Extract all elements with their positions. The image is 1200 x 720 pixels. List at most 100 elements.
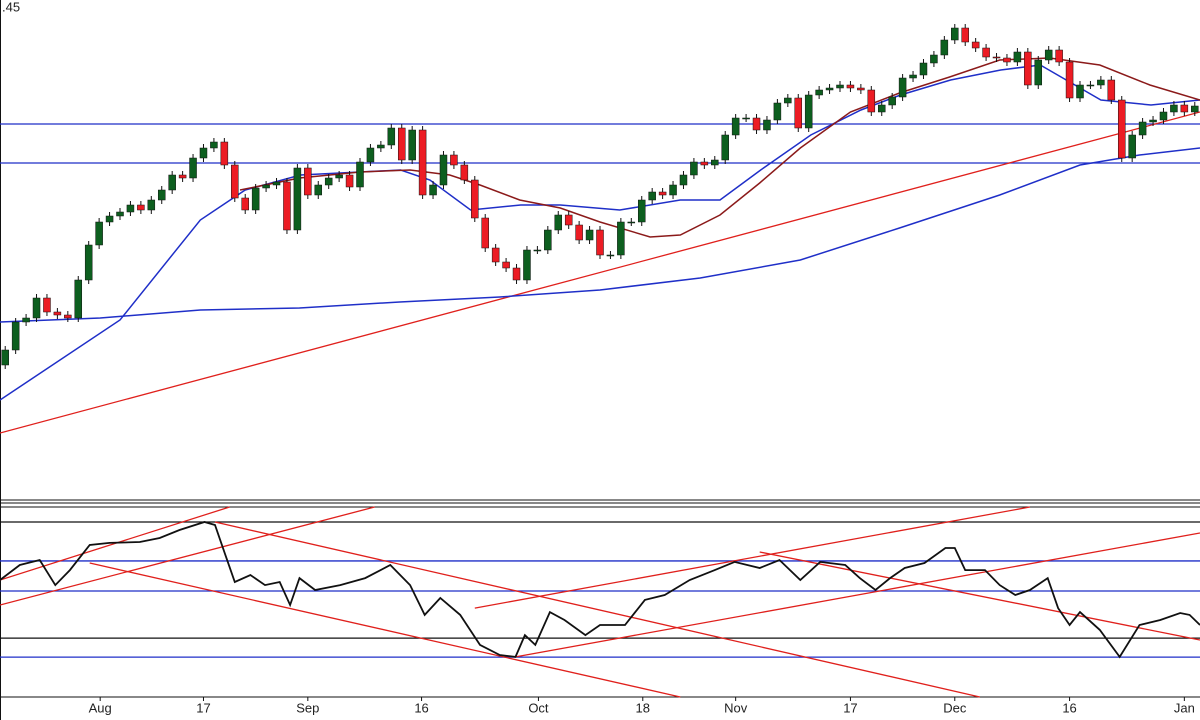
candle-body — [502, 261, 510, 269]
candle-body — [116, 211, 124, 217]
candle-body — [627, 221, 636, 224]
candle-body — [971, 41, 980, 49]
candle-body — [533, 249, 542, 252]
candle-body — [157, 189, 166, 201]
candle-body — [241, 197, 249, 211]
candle-body — [1149, 119, 1157, 123]
x-tick-label: 18 — [636, 700, 650, 715]
candle-body — [64, 314, 72, 319]
candle-body — [888, 96, 896, 106]
candle-body — [84, 244, 93, 281]
trend-line — [759, 551, 1200, 641]
candle-body — [1065, 61, 1074, 99]
candle-body — [1107, 79, 1116, 101]
candle-body — [512, 267, 521, 281]
candle-body — [147, 199, 156, 211]
candle-body — [1044, 49, 1053, 61]
candle-body — [22, 317, 30, 323]
candle-body — [1013, 51, 1022, 63]
candle-body — [220, 141, 229, 166]
candle-body — [1138, 121, 1147, 136]
candle-body — [721, 134, 729, 161]
x-tick-label: Nov — [724, 700, 748, 715]
candle-body — [366, 147, 375, 163]
x-tick-label: Sep — [296, 700, 319, 715]
moving-average — [0, 64, 1200, 401]
candle-body — [231, 164, 239, 199]
candle-body — [669, 184, 677, 196]
trend-line — [515, 532, 1200, 658]
candle-body — [304, 167, 312, 196]
candle-body — [53, 311, 62, 316]
candle-body — [1159, 111, 1168, 121]
candle-body — [763, 119, 771, 131]
candle-body — [700, 161, 709, 166]
candle-body — [1055, 49, 1063, 63]
candle-body — [32, 297, 41, 319]
candle-body — [711, 159, 719, 166]
trend-line — [0, 111, 1200, 434]
candle-body — [43, 297, 51, 313]
candle-body — [815, 89, 823, 96]
candle-body — [898, 77, 907, 98]
x-tick-label: Oct — [528, 700, 549, 715]
candle-body — [1, 349, 9, 366]
candle-body — [418, 129, 427, 196]
candle-body — [1024, 51, 1032, 86]
trend-line — [474, 506, 1031, 609]
candle-body — [137, 204, 145, 211]
candle-body — [836, 84, 844, 89]
candle-body — [491, 247, 500, 263]
candle-body — [210, 141, 218, 149]
candle-body — [1117, 99, 1126, 159]
candle-body — [617, 221, 625, 256]
candle-body — [1086, 84, 1095, 87]
candle-body — [356, 161, 364, 188]
candle-body — [397, 127, 406, 161]
indicator-line — [0, 521, 1200, 659]
candle-body — [324, 177, 333, 186]
candle-body — [189, 157, 197, 179]
candle-body — [1034, 59, 1043, 86]
candle-body — [857, 87, 865, 91]
candle-body — [74, 279, 83, 319]
candle-body — [742, 117, 750, 120]
candle-body — [314, 184, 323, 196]
candle-body — [283, 181, 291, 231]
candle-body — [909, 74, 917, 79]
candle-body — [564, 214, 573, 226]
candle-body — [731, 117, 740, 136]
candle-body — [335, 174, 343, 179]
candle-body — [773, 102, 782, 121]
candle-body — [637, 199, 646, 223]
candle-body — [460, 164, 469, 181]
candle-body — [471, 179, 479, 219]
candle-body — [199, 147, 208, 159]
candle-body — [126, 204, 135, 213]
candle-body — [951, 27, 959, 41]
candle-body — [585, 229, 594, 241]
price-label: .45 — [2, 0, 20, 14]
candle-body — [648, 191, 656, 201]
candle-body — [293, 167, 302, 231]
x-tick-label: 16 — [1062, 700, 1076, 715]
candle-body — [752, 117, 761, 131]
candle-body — [982, 47, 990, 58]
candle-body — [408, 129, 416, 161]
candle-body — [544, 229, 552, 251]
candle-body — [690, 161, 698, 176]
candle-body — [658, 191, 667, 196]
x-tick-label: 17 — [196, 700, 210, 715]
x-tick-label: 17 — [843, 700, 857, 715]
candle-body — [95, 221, 103, 246]
candle-body — [992, 56, 1001, 59]
candle-body — [961, 27, 969, 43]
candle-body — [168, 174, 176, 191]
candle-body — [867, 89, 876, 113]
x-tick-label: Aug — [89, 700, 112, 715]
candle-body — [1097, 79, 1105, 86]
candle-body — [450, 154, 458, 166]
trend-line — [89, 562, 681, 698]
